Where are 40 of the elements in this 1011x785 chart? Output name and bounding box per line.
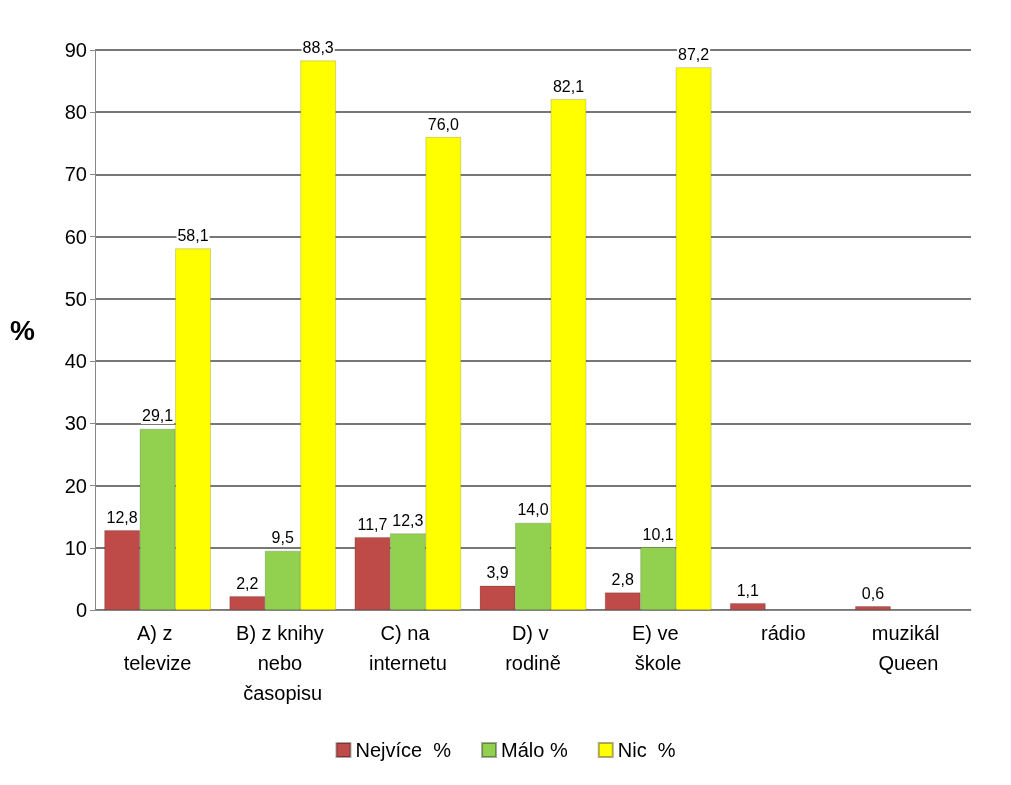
data-label: 1,1	[736, 581, 760, 599]
x-tick-label: rádio	[761, 622, 806, 644]
y-tick-label: 0	[75, 599, 87, 621]
y-tick-label: 70	[64, 163, 87, 186]
data-label: 11,7	[357, 515, 388, 533]
data-label: 29,1	[142, 407, 174, 425]
x-tick-label: B) z knihy nebo časopisu	[236, 622, 330, 704]
y-tick-label: 80	[64, 101, 87, 124]
data-label: 12,3	[392, 511, 424, 529]
data-label: 12,8	[106, 508, 138, 526]
y-tick-label: 60	[64, 225, 87, 248]
y-tick-label: 10	[64, 536, 87, 559]
data-label: 0,6	[861, 584, 885, 602]
data-label: 87,2	[678, 45, 710, 63]
y-tick-label: 90	[64, 39, 87, 61]
x-tick-label: D) v rodině	[505, 622, 561, 674]
data-label: 58,1	[177, 226, 209, 244]
y-tick-label: 40	[64, 350, 87, 373]
y-tick-label: 50	[64, 287, 87, 310]
x-tick-label: muzikál Queen	[871, 622, 946, 674]
data-label: 2,8	[611, 571, 634, 589]
y-axis-title: %	[10, 314, 36, 346]
data-label: 88,3	[302, 39, 334, 57]
bar	[855, 606, 891, 610]
data-label: 3,9	[486, 564, 509, 582]
y-tick-label: 30	[64, 412, 87, 435]
data-label: 2,2	[236, 574, 259, 592]
legend-label: Nic %	[617, 739, 676, 761]
y-tick-label: 20	[64, 474, 87, 497]
legend-label: Nejvíce %	[355, 739, 452, 761]
bar	[730, 603, 766, 610]
data-label: 82,1	[552, 77, 585, 95]
data-label: 14,0	[517, 501, 549, 519]
data-label: 9,5	[271, 529, 294, 547]
x-tick-label: E) ve škole	[632, 622, 685, 674]
data-label: 76,0	[427, 115, 459, 133]
data-label: 10,1	[642, 525, 674, 543]
x-tick-label: C) na internetu	[368, 622, 447, 674]
x-tick-label: A) z televize	[123, 622, 192, 674]
legend-label: Málo %	[501, 739, 568, 761]
